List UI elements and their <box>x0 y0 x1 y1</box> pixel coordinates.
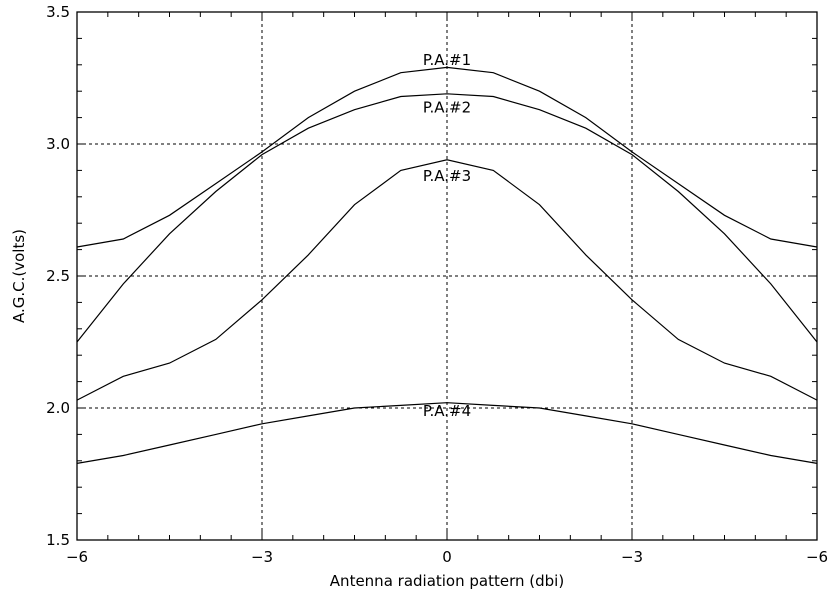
series-lines <box>76 66 818 464</box>
ticks <box>76 11 818 541</box>
series-line-pa2 <box>76 93 818 343</box>
plot-frame <box>76 11 818 541</box>
y-tick-label: 2.0 <box>46 399 70 417</box>
series-label-pa2: P.A.#2 <box>423 98 471 116</box>
x-tick-label: 0 <box>442 548 452 566</box>
tick-labels: −6 −3 0 −3 −61.52.02.53.03.5 <box>46 3 828 566</box>
series-label-pa3: P.A.#3 <box>423 167 471 185</box>
x-tick-label: −3 <box>251 548 273 566</box>
y-tick-label: 1.5 <box>46 531 70 549</box>
series-line-pa1 <box>76 66 818 248</box>
series-line-pa4 <box>76 402 818 464</box>
y-tick-label: 3.0 <box>46 135 70 153</box>
series-line-pa3 <box>76 159 818 401</box>
x-tick-label: −6 <box>806 548 828 566</box>
y-axis-label: A.G.C.(volts) <box>10 229 28 323</box>
x-tick-label: −6 <box>66 548 88 566</box>
grid <box>77 12 817 540</box>
y-tick-label: 2.5 <box>46 267 70 285</box>
series-label-pa4: P.A.#4 <box>423 402 471 420</box>
x-axis-label: Antenna radiation pattern (dbi) <box>330 572 564 590</box>
series-label-pa1: P.A.#1 <box>423 51 471 69</box>
series-labels: P.A.#1 P.A.#2 P.A.#3 P.A.#4 <box>423 51 471 420</box>
x-tick-label: −3 <box>621 548 643 566</box>
y-tick-label: 3.5 <box>46 3 70 21</box>
